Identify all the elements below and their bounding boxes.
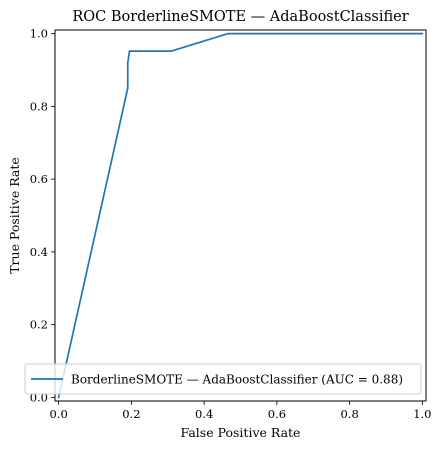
- x-tick-label: 0.6: [268, 407, 286, 421]
- y-tick-label: 0.8: [30, 99, 48, 113]
- roc-curve-point: [170, 50, 173, 52]
- roc-curve-point: [126, 87, 129, 90]
- x-tick-label: 0.8: [340, 407, 358, 421]
- roc-curve-point: [126, 61, 129, 64]
- x-tick-label: 0.4: [195, 407, 213, 421]
- y-tick-label: 0.4: [30, 245, 48, 259]
- legend: BorderlineSMOTE — AdaBoostClassifier (AU…: [24, 363, 422, 395]
- x-tick-label: 0.0: [49, 407, 67, 421]
- roc-curve-point: [128, 50, 131, 52]
- roc-curve-point: [421, 32, 424, 35]
- legend-box: [24, 363, 422, 395]
- x-tick-label: 1.0: [413, 407, 431, 421]
- y-axis-label: True Positive Rate: [7, 157, 22, 274]
- roc-curve-line: [57, 32, 423, 398]
- chart-title: ROC BorderlineSMOTE — AdaBoostClassifier: [72, 9, 408, 25]
- plot-area-frame: [54, 29, 427, 402]
- y-tick-label: 1.0: [30, 27, 48, 41]
- roc-curve-point: [226, 32, 229, 35]
- legend-entry-label: BorderlineSMOTE — AdaBoostClassifier (AU…: [71, 373, 403, 387]
- x-axis-label: False Positive Rate: [181, 425, 301, 440]
- y-tick-label: 0.6: [30, 172, 48, 186]
- x-tick-label: 0.2: [122, 407, 140, 421]
- ticks-layer: 0.0 0.2 0.4 0.6 0.8 1.00.00.20.40.60.81.0: [30, 27, 432, 421]
- roc-curve-point: [57, 396, 60, 399]
- plot-line-layer: [57, 32, 424, 399]
- y-tick-label: 0.2: [30, 318, 48, 332]
- roc-curve-point: [126, 83, 129, 86]
